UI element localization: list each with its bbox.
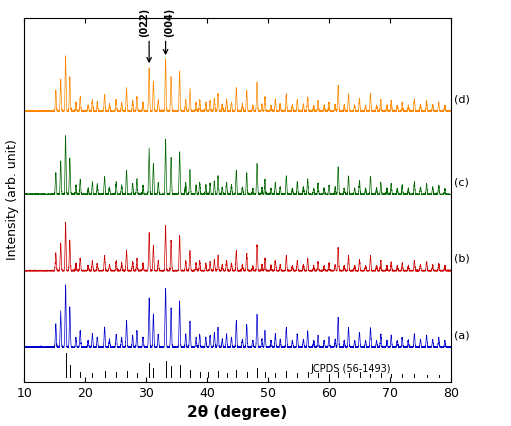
Text: JCPDS (56-1493): JCPDS (56-1493)	[311, 364, 391, 374]
Text: (022): (022)	[139, 8, 149, 37]
X-axis label: 2θ (degree): 2θ (degree)	[188, 406, 288, 420]
Text: (a): (a)	[454, 330, 470, 340]
Text: (c): (c)	[454, 178, 469, 187]
Text: (b): (b)	[454, 254, 470, 264]
Y-axis label: Intensity (arb. unit): Intensity (arb. unit)	[6, 139, 18, 260]
Text: (d): (d)	[454, 94, 470, 104]
Text: (004): (004)	[164, 8, 174, 37]
